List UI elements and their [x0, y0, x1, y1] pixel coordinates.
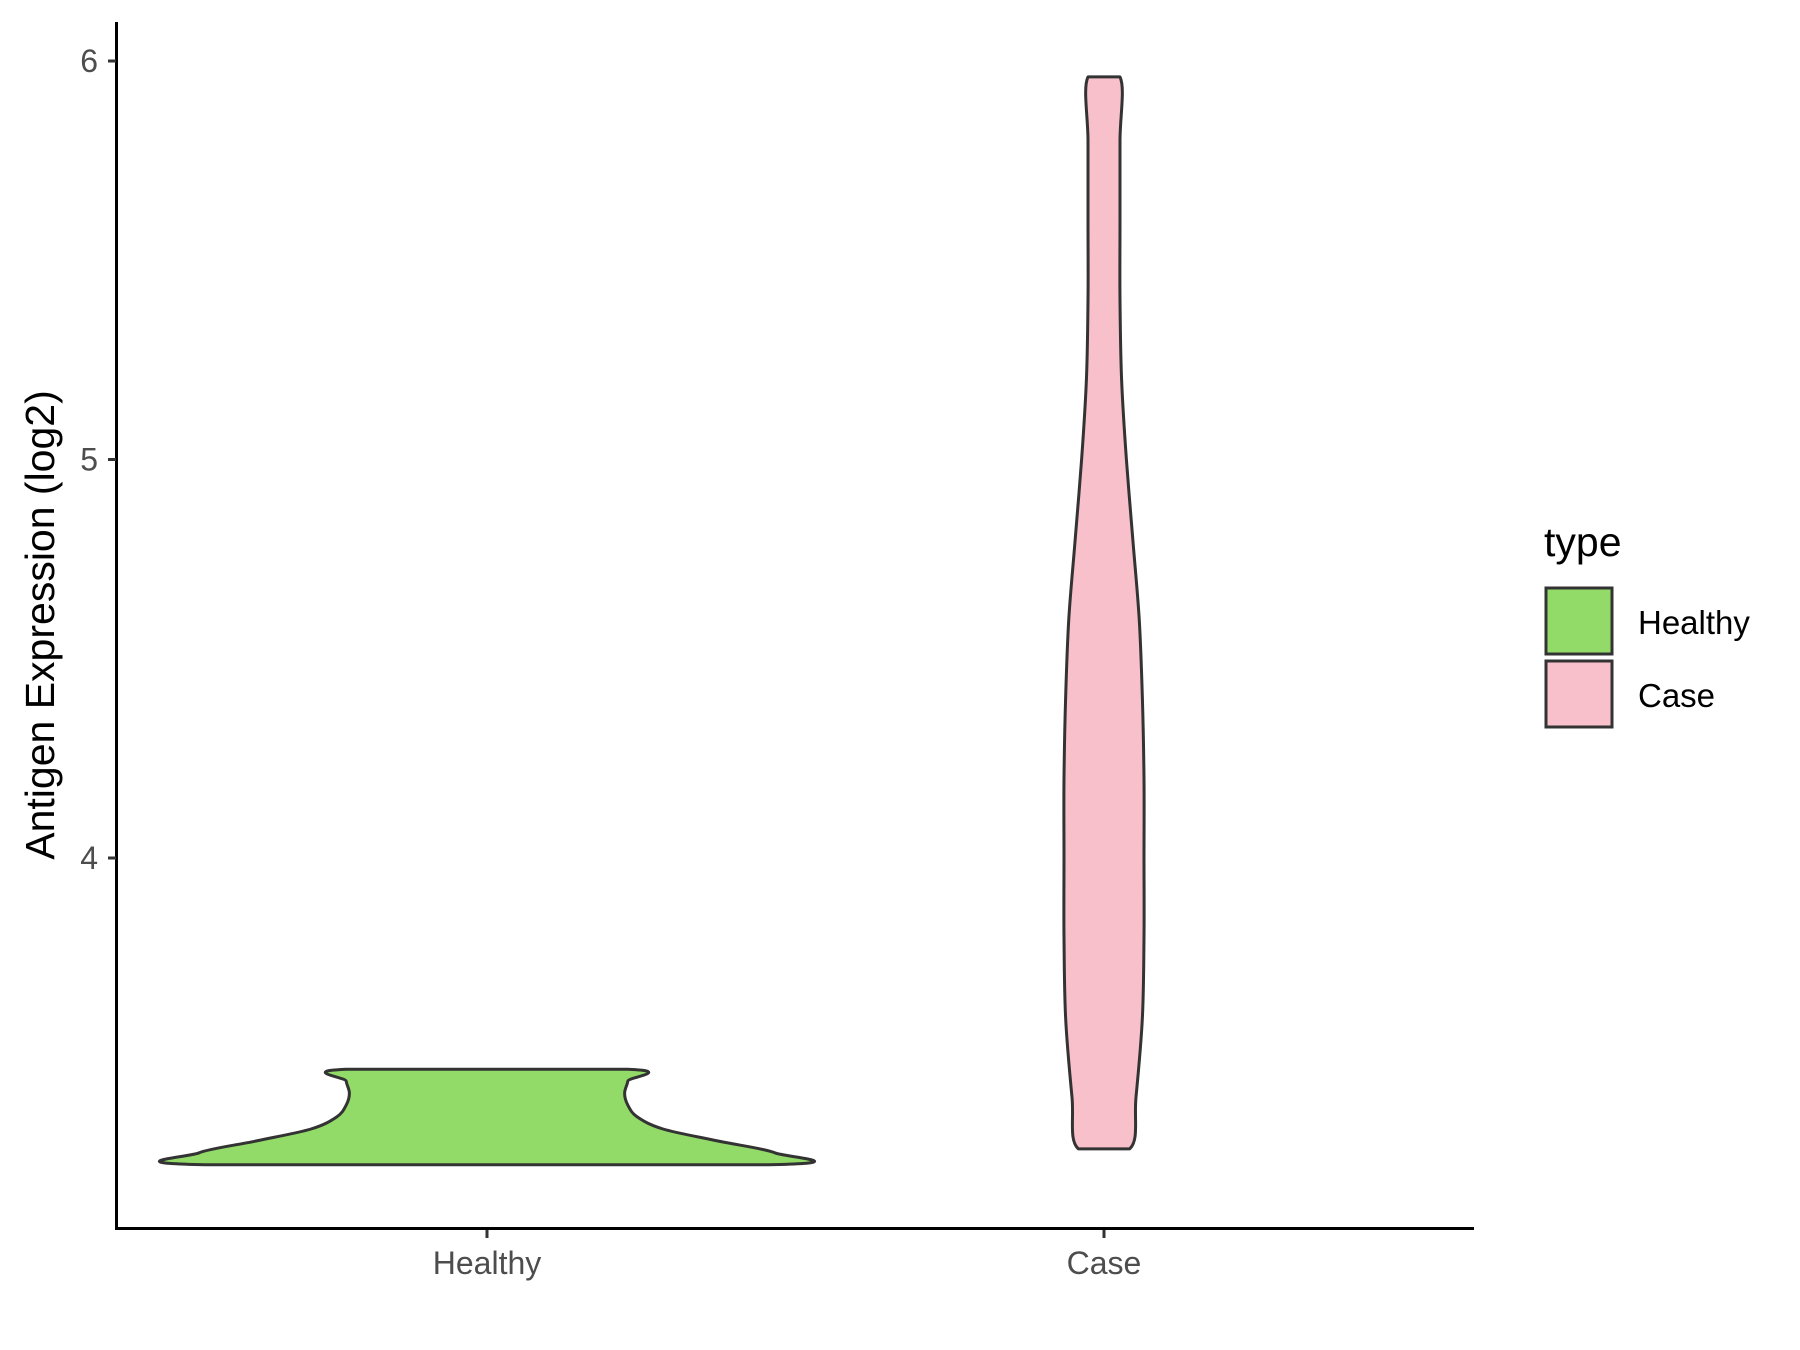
y-tick-label: 5 [80, 442, 98, 478]
y-ticks: 4 5 6 [80, 43, 116, 876]
legend-label: Healthy [1638, 604, 1750, 641]
violin-layer [157, 75, 1146, 1167]
x-ticks: Healthy Case [433, 1230, 1142, 1281]
violin-healthy [157, 1067, 817, 1167]
axes-layer [115, 22, 1474, 1230]
y-axis-title: Antigen Expression (log2) [17, 390, 63, 859]
y-tick-label: 6 [80, 43, 98, 79]
legend-swatch-case [1544, 659, 1614, 729]
legend-title: type [1544, 519, 1622, 565]
legend: type Healthy Case [1544, 519, 1750, 729]
x-tick-label: Case [1067, 1245, 1142, 1281]
violin-case [1062, 75, 1146, 1151]
legend-swatch-healthy [1544, 586, 1614, 656]
y-tick-label: 4 [80, 840, 98, 876]
legend-label: Case [1638, 677, 1715, 714]
legend-items: Healthy Case [1544, 586, 1750, 729]
x-tick-label: Healthy [433, 1245, 542, 1281]
